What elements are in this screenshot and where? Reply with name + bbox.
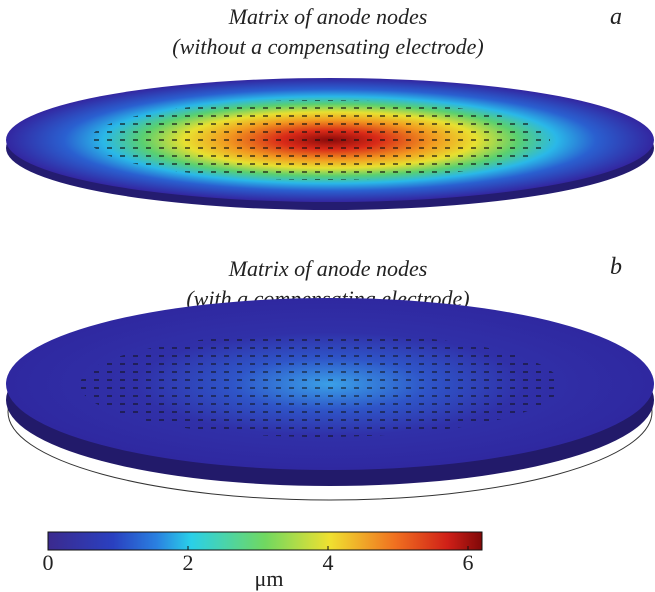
disk-a xyxy=(6,78,654,210)
colorbar-tick-label: 0 xyxy=(43,550,54,575)
panel-label: b xyxy=(610,254,622,280)
panel-title: Matrix of anode nodes xyxy=(228,4,428,29)
colorbar-tick-label: 2 xyxy=(183,550,194,575)
colorbar-tick-label: 4 xyxy=(323,550,334,575)
panel-title: Matrix of anode nodes xyxy=(228,256,428,281)
disk-b xyxy=(6,298,654,501)
panel-label: a xyxy=(610,4,622,30)
colorbar-tick-label: 6 xyxy=(463,550,474,575)
panel-title: (without a compensating electrode) xyxy=(172,34,483,59)
colorbar xyxy=(47,531,483,551)
colorbar-unit: μm xyxy=(255,566,284,591)
